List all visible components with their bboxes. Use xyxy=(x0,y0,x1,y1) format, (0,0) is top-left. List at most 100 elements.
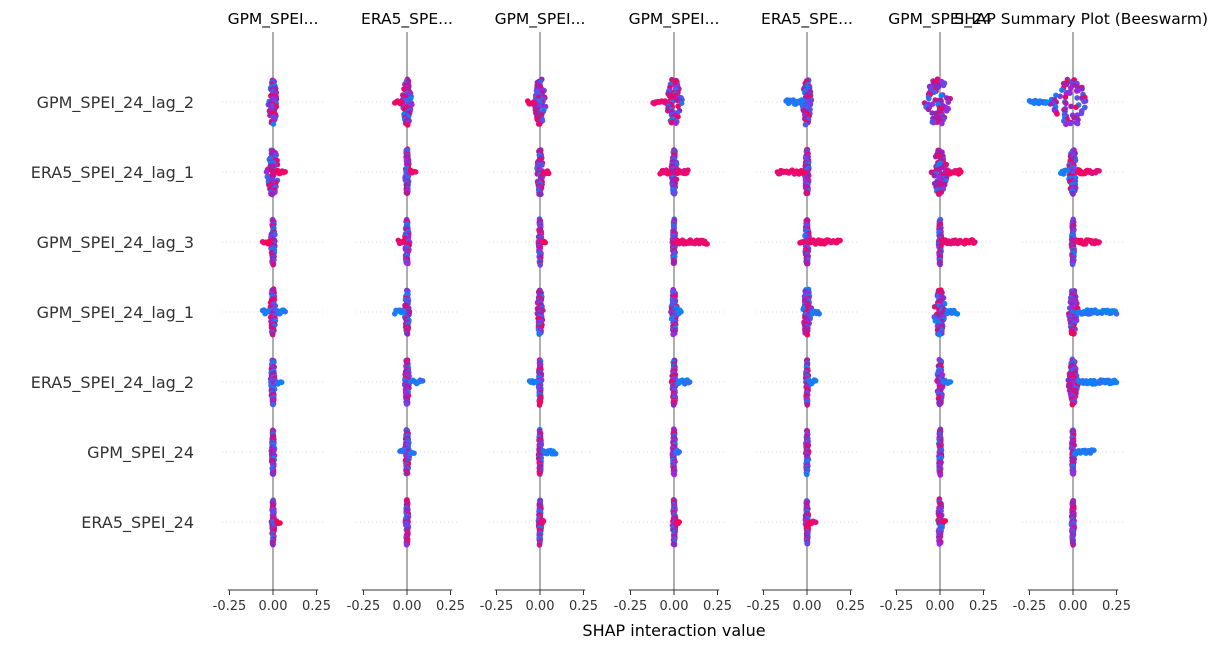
x-tick-label: 0.00 xyxy=(259,599,288,614)
x-tick-label: 0.25 xyxy=(969,599,998,614)
x-tick-label: 0.25 xyxy=(569,599,598,614)
shap-point xyxy=(675,103,681,109)
shap-point xyxy=(1059,87,1065,93)
x-tick-label: 0.00 xyxy=(1059,599,1088,614)
shap-point xyxy=(403,401,410,407)
x-tick-label: -0.25 xyxy=(1013,599,1047,614)
shap-point xyxy=(816,311,822,317)
shap-point xyxy=(665,108,671,114)
shap-point xyxy=(403,542,410,548)
shap-point xyxy=(536,402,543,408)
shap-point xyxy=(1063,100,1069,107)
shap-point xyxy=(671,541,678,548)
shap-point xyxy=(1091,447,1097,454)
panel-title: GPM_SPEI... xyxy=(629,10,720,29)
shap-point xyxy=(1057,93,1063,100)
shap-point xyxy=(400,308,407,315)
shap-point xyxy=(803,471,810,478)
shap-point xyxy=(800,238,807,245)
shap-point xyxy=(1074,120,1081,127)
feature-label: GPM_SPEI_24_lag_1 xyxy=(37,303,194,323)
shap-point xyxy=(935,190,942,196)
shap-point xyxy=(269,191,275,198)
shap-point xyxy=(1065,383,1072,390)
shap-point xyxy=(277,520,283,526)
shap-point xyxy=(931,304,938,310)
shap-point xyxy=(263,169,270,175)
panel: -0.25 0.00 0.25 ERA5_SPE... xyxy=(347,10,465,614)
x-tick-label: -0.25 xyxy=(347,599,381,614)
x-tick-label: 0.25 xyxy=(1102,599,1131,614)
shap-point xyxy=(270,121,277,127)
panel: -0.25 0.00 0.25 ERA5_SPE... xyxy=(747,10,865,614)
shap-point xyxy=(670,331,676,338)
shap-point xyxy=(837,237,843,244)
shap-point xyxy=(686,379,693,385)
shap-point xyxy=(675,113,681,120)
x-tick-label: 0.00 xyxy=(793,599,822,614)
panel-title: ERA5_SPE... xyxy=(761,10,853,29)
shap-point xyxy=(270,261,277,268)
shap-point xyxy=(939,120,945,127)
shap-point xyxy=(545,170,552,177)
shap-point xyxy=(930,119,937,126)
shap-point xyxy=(536,542,543,548)
shap-point xyxy=(270,401,277,408)
x-tick-label: -0.25 xyxy=(614,599,648,614)
x-tick-label: -0.25 xyxy=(213,599,247,614)
shap-point xyxy=(800,169,807,176)
shap-point xyxy=(536,470,543,477)
shap-point xyxy=(282,308,289,315)
shap-point xyxy=(935,166,942,173)
shap-point xyxy=(265,308,271,314)
panel-title: GPM_SPEI... xyxy=(495,10,586,29)
shap-point xyxy=(1065,167,1071,174)
feature-label: GPM_SPEI_24_lag_3 xyxy=(37,233,194,253)
panel-title: GPM_SPEI... xyxy=(228,10,319,29)
shap-point xyxy=(936,401,943,408)
panel: -0.25 0.00 0.25 GPM_SPEI_24 xyxy=(880,10,998,614)
shap-point xyxy=(404,122,411,128)
shap-point xyxy=(804,540,810,547)
shap-point xyxy=(673,120,679,126)
shap-point xyxy=(803,190,810,197)
panel: -0.25 0.00 0.25 GPM_SPEI... xyxy=(480,10,598,614)
shap-point xyxy=(542,239,548,246)
shap-point xyxy=(1070,331,1077,337)
shap-point xyxy=(1054,111,1060,117)
panel: -0.25 0.00 0.25 GPM_SPEI... xyxy=(213,10,331,614)
shap-point xyxy=(666,170,672,177)
shap-point xyxy=(804,331,811,338)
shap-point xyxy=(802,121,809,128)
shap-point xyxy=(1068,103,1074,110)
shap-point xyxy=(676,449,682,455)
shap-point xyxy=(936,541,943,547)
shap-point xyxy=(404,470,411,477)
shap-point xyxy=(1065,377,1072,384)
shap-point xyxy=(270,541,276,548)
feature-labels: GPM_SPEI_24_lag_2 ERA5_SPEI_24_lag_1 GPM_S… xyxy=(31,93,194,533)
shap-point xyxy=(704,241,710,247)
shap-point xyxy=(1069,261,1076,268)
shap-point xyxy=(940,82,947,89)
panel-title: ERA5_SPE... xyxy=(361,10,453,29)
chart-title: SHAP Summary Plot (Beeswarm) xyxy=(954,10,1208,28)
shap-point xyxy=(400,238,407,244)
shap-point xyxy=(812,378,819,384)
shap-point xyxy=(937,261,943,268)
shap-point xyxy=(269,331,276,338)
shap-point xyxy=(1113,379,1120,386)
feature-label: ERA5_SPEI_24_lag_2 xyxy=(31,373,194,393)
x-tick-label: -0.25 xyxy=(880,599,914,614)
shap-point xyxy=(807,101,814,108)
shap-point xyxy=(1062,94,1069,100)
feature-label: ERA5_SPEI_24 xyxy=(81,513,194,533)
shap-point xyxy=(1074,95,1080,101)
x-tick-label: 0.00 xyxy=(393,599,422,614)
shap-point xyxy=(662,98,669,104)
shap-point xyxy=(536,331,542,337)
shap-point xyxy=(929,110,935,116)
shap-point xyxy=(1068,85,1074,91)
shap-point xyxy=(676,519,682,525)
